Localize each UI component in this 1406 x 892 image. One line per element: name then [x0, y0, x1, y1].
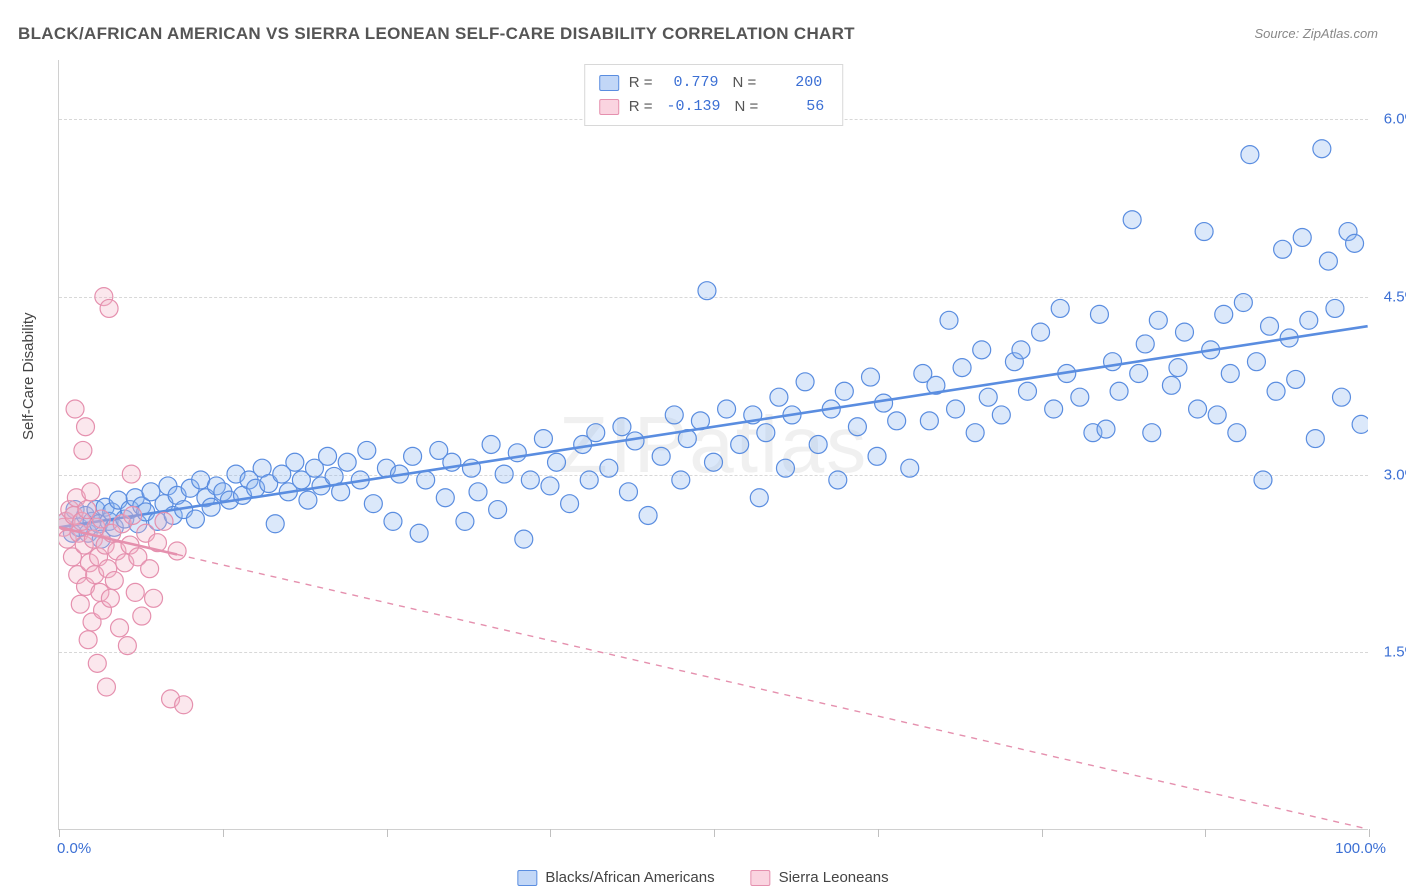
y-tick-label: 6.0%: [1384, 111, 1406, 128]
x-tick: [59, 829, 60, 837]
plot-area: ZIPatlas R = 0.779 N = 200 R = -0.139 N …: [58, 60, 1368, 830]
chart-title: BLACK/AFRICAN AMERICAN VS SIERRA LEONEAN…: [18, 24, 855, 44]
swatch-pink-icon: [599, 99, 619, 115]
legend-label: Blacks/African Americans: [545, 869, 714, 886]
y-axis-label: Self-Care Disability: [20, 312, 37, 440]
x-tick: [1205, 829, 1206, 837]
scatter-chart-svg: [59, 60, 1368, 829]
r-label: R =: [629, 95, 653, 119]
r-value: 0.779: [662, 71, 722, 95]
swatch-blue-icon: [517, 870, 537, 886]
legend: Blacks/African Americans Sierra Leoneans: [517, 869, 888, 886]
x-tick: [387, 829, 388, 837]
stats-row: R = -0.139 N = 56: [599, 95, 829, 119]
correlation-stats-box: R = 0.779 N = 200 R = -0.139 N = 56: [584, 64, 844, 126]
n-value: 56: [768, 95, 828, 119]
x-tick: [223, 829, 224, 837]
x-tick: [550, 829, 551, 837]
n-value: 200: [766, 71, 826, 95]
x-tick: [1042, 829, 1043, 837]
x-tick: [714, 829, 715, 837]
x-axis-max-label: 100.0%: [1335, 840, 1386, 857]
y-tick-label: 1.5%: [1384, 644, 1406, 661]
x-tick: [1369, 829, 1370, 837]
x-tick: [878, 829, 879, 837]
y-tick-label: 3.0%: [1384, 466, 1406, 483]
swatch-pink-icon: [751, 870, 771, 886]
n-label: N =: [732, 71, 756, 95]
y-tick-label: 4.5%: [1384, 288, 1406, 305]
legend-item: Sierra Leoneans: [751, 869, 889, 886]
stats-row: R = 0.779 N = 200: [599, 71, 829, 95]
r-label: R =: [629, 71, 653, 95]
source-attribution: Source: ZipAtlas.com: [1254, 26, 1378, 41]
legend-label: Sierra Leoneans: [779, 869, 889, 886]
swatch-blue-icon: [599, 75, 619, 91]
n-label: N =: [735, 95, 759, 119]
x-axis-min-label: 0.0%: [57, 840, 91, 857]
r-value: -0.139: [662, 95, 724, 119]
legend-item: Blacks/African Americans: [517, 869, 714, 886]
